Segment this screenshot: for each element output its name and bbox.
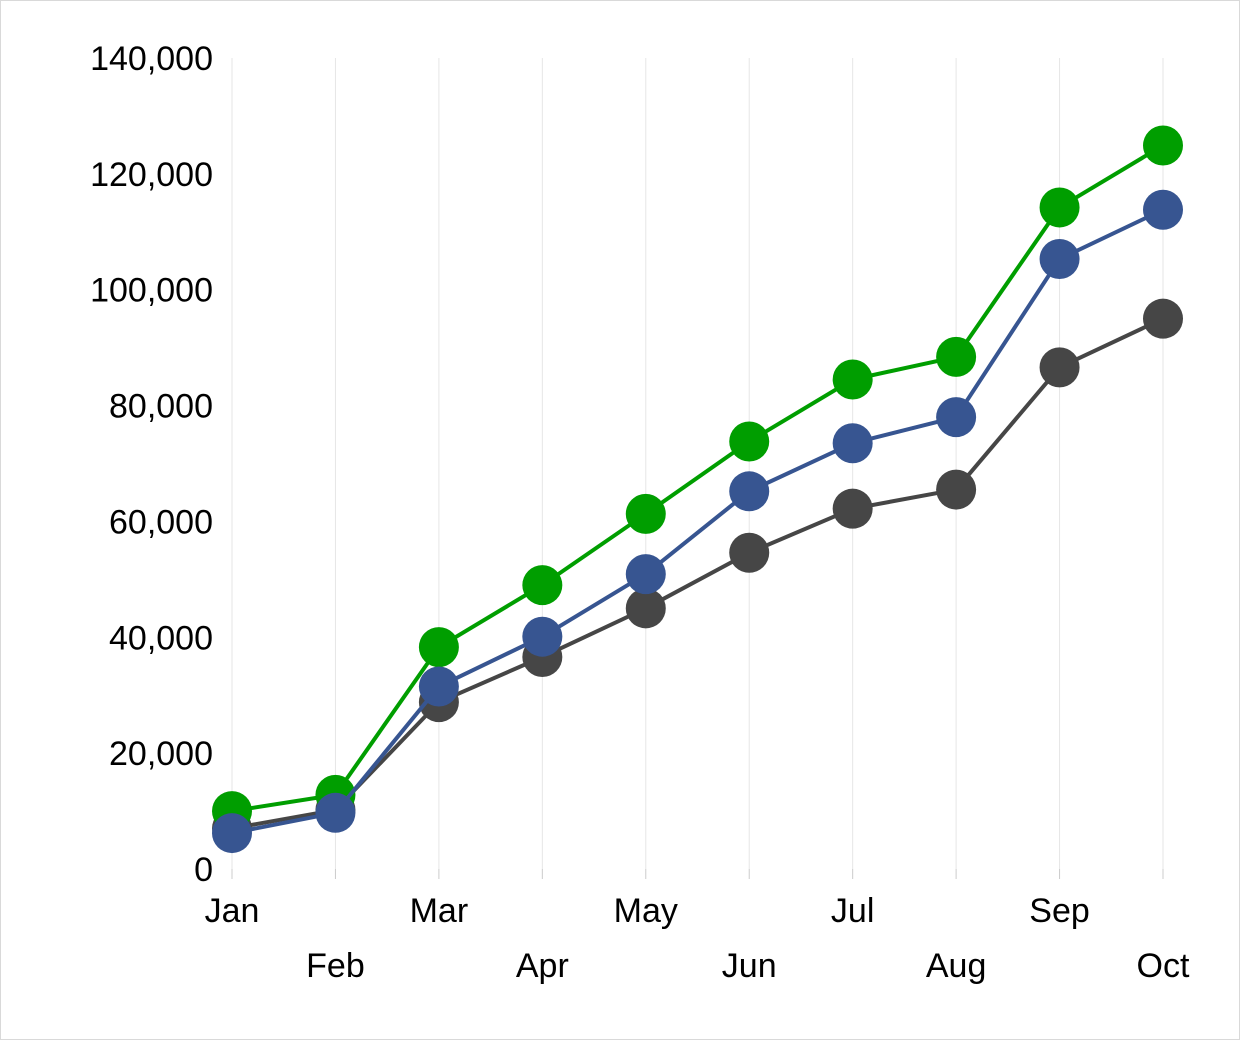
series-1-point-aug[interactable] bbox=[936, 469, 977, 510]
series-3-point-feb[interactable] bbox=[315, 792, 356, 833]
series-2-point-oct[interactable] bbox=[1143, 125, 1183, 166]
series-2-point-aug[interactable] bbox=[936, 336, 977, 377]
series-2-point-jul[interactable] bbox=[832, 359, 873, 400]
axes: Jan Feb Mar Apr May Jun Jul Aug Sep Oct 0 20,000 40,… bbox=[90, 40, 1190, 985]
series-2-point-mar[interactable] bbox=[418, 627, 459, 668]
series-3-point-jan[interactable] bbox=[212, 813, 252, 854]
y-tick-label-0: 0 bbox=[194, 851, 213, 889]
series-3-point-apr[interactable] bbox=[522, 616, 563, 657]
series-1-point-jul[interactable] bbox=[832, 488, 873, 529]
series-1-line bbox=[231, 316, 1164, 831]
x-tick-label-apr: Apr bbox=[516, 947, 569, 985]
y-tick-label-140000: 140,000 bbox=[90, 40, 213, 78]
series-3-point-jul[interactable] bbox=[832, 423, 873, 464]
series-3-point-jun[interactable] bbox=[729, 471, 770, 512]
series-3-point-sep[interactable] bbox=[1039, 239, 1080, 280]
y-tick-label-100000: 100,000 bbox=[90, 272, 213, 310]
series-2-point-jun[interactable] bbox=[729, 421, 770, 462]
series-3-line bbox=[231, 207, 1164, 836]
series-1-point-jun[interactable] bbox=[729, 532, 770, 573]
x-tick-label-jul: Jul bbox=[831, 892, 874, 930]
x-tick-label-jan: Jan bbox=[205, 892, 260, 930]
y-tick-label-40000: 40,000 bbox=[109, 619, 213, 657]
x-tick-label-feb: Feb bbox=[306, 947, 365, 985]
series-3-point-aug[interactable] bbox=[936, 397, 977, 438]
grid bbox=[231, 58, 1164, 869]
series-2-point-apr[interactable] bbox=[522, 565, 563, 606]
x-tick-label-jun: Jun bbox=[722, 947, 777, 985]
x-tick-label-may: May bbox=[614, 892, 678, 930]
y-tick-label-20000: 20,000 bbox=[109, 735, 213, 773]
series-group bbox=[212, 125, 1183, 854]
series-2-point-sep[interactable] bbox=[1039, 187, 1080, 228]
series-3 bbox=[212, 189, 1183, 854]
x-tick-label-sep: Sep bbox=[1029, 892, 1090, 930]
series-1-point-may[interactable] bbox=[625, 588, 666, 629]
series-1-point-oct[interactable] bbox=[1143, 298, 1183, 339]
y-tick-label-120000: 120,000 bbox=[90, 156, 213, 194]
series-3-point-oct[interactable] bbox=[1143, 189, 1183, 230]
y-tick-label-80000: 80,000 bbox=[109, 388, 213, 426]
series-2 bbox=[212, 125, 1183, 832]
x-tick-label-aug: Aug bbox=[926, 947, 987, 985]
series-2-point-may[interactable] bbox=[625, 493, 666, 534]
series-3-point-mar[interactable] bbox=[418, 666, 459, 707]
series-3-point-may[interactable] bbox=[625, 554, 666, 595]
x-tick-label-mar: Mar bbox=[410, 892, 469, 930]
series-1-point-sep[interactable] bbox=[1039, 347, 1080, 388]
x-tick-label-oct: Oct bbox=[1137, 947, 1190, 985]
y-tick-label-60000: 60,000 bbox=[109, 503, 213, 541]
series-2-line bbox=[231, 143, 1165, 814]
